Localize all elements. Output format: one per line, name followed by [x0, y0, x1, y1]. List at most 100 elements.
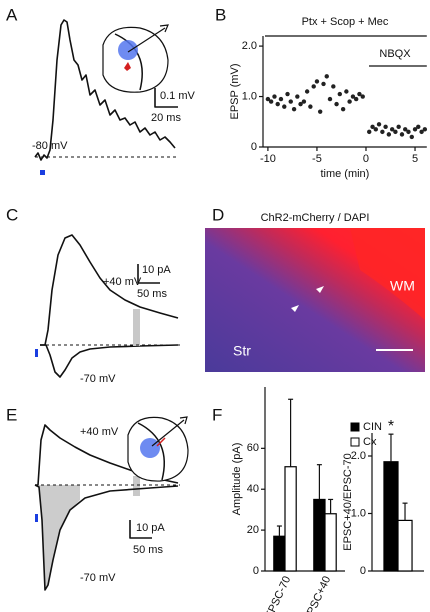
point — [272, 94, 277, 99]
legend-label: Cx — [363, 436, 377, 448]
x-tick-label: EPSC-70 — [263, 574, 293, 612]
point — [304, 89, 310, 94]
scale-bar — [137, 264, 160, 284]
image-title: ChR2-mCherry / DAPI — [261, 212, 370, 224]
panel-label: E — [6, 405, 17, 424]
y-tick-label: 40 — [247, 483, 259, 495]
point — [285, 91, 290, 97]
annotation: NBQX — [379, 48, 411, 60]
point — [308, 104, 313, 109]
point — [422, 127, 428, 132]
point — [298, 101, 303, 107]
legend-swatch — [350, 422, 360, 432]
point — [288, 99, 293, 104]
point — [416, 124, 421, 130]
scale-label: 10 pA — [136, 522, 165, 534]
point — [275, 101, 280, 107]
point — [353, 96, 359, 102]
bar — [397, 519, 413, 572]
y-tick-label: 0 — [251, 141, 257, 153]
point — [403, 127, 408, 132]
x-tick-label: EPSC+40 — [302, 574, 333, 612]
point — [327, 96, 333, 102]
y-axis-label: Amplitude (pA) — [231, 443, 243, 516]
y-tick-label: 2.0 — [242, 40, 257, 52]
point — [399, 132, 405, 137]
holding-label: -70 mV — [80, 572, 116, 584]
stimulus — [35, 349, 38, 357]
arrowhead — [316, 286, 324, 293]
x-tick-label: -5 — [312, 153, 322, 165]
trace — [40, 234, 179, 346]
point — [324, 74, 329, 79]
bar — [284, 466, 297, 572]
panel-label: D — [212, 205, 224, 224]
trace — [40, 344, 179, 378]
y-axis-label: EPSC+40/EPSC-70 — [342, 453, 354, 551]
stimulus — [40, 170, 45, 175]
y-axis-label: EPSP (mV) — [229, 63, 241, 119]
scale-bar — [129, 520, 152, 539]
x-tick-label: 5 — [412, 153, 418, 165]
point — [344, 89, 349, 94]
trace — [34, 19, 176, 161]
point — [393, 129, 398, 135]
y-tick-label: 1.0 — [351, 507, 366, 519]
scale-label: 50 ms — [137, 288, 167, 300]
y-tick-label: 60 — [247, 442, 259, 454]
x-tick-label: -10 — [260, 153, 276, 165]
point — [301, 99, 307, 104]
point — [347, 99, 352, 104]
point — [331, 84, 336, 89]
scale-bar — [154, 88, 178, 108]
point — [340, 106, 346, 112]
point — [317, 109, 323, 114]
x-tick-label: 0 — [363, 153, 369, 165]
point — [265, 96, 271, 102]
y-tick-label: 20 — [247, 524, 259, 536]
point — [373, 127, 378, 132]
point — [282, 104, 287, 109]
point — [409, 134, 414, 140]
inset — [102, 24, 169, 93]
inset — [127, 416, 189, 482]
point — [380, 129, 385, 135]
holding-label: +40 mV — [103, 276, 142, 288]
point — [268, 99, 274, 104]
point — [337, 91, 342, 97]
point — [383, 124, 388, 130]
point — [386, 132, 392, 137]
panel-label: F — [212, 405, 222, 424]
bar — [313, 498, 326, 572]
legend-label: CIN — [363, 421, 382, 433]
white-matter — [350, 228, 425, 320]
point — [357, 91, 362, 97]
point — [350, 94, 356, 99]
bar — [273, 535, 286, 572]
point — [396, 124, 401, 130]
point — [291, 106, 297, 112]
point — [278, 96, 284, 102]
point — [406, 129, 411, 135]
y-tick-label: 2.0 — [351, 450, 366, 462]
point — [295, 94, 300, 99]
panel-label: A — [6, 5, 18, 24]
y-tick-label: 1.0 — [242, 90, 257, 102]
holding-label: -80 mV — [32, 140, 68, 152]
point — [419, 129, 424, 135]
panel-label: B — [215, 5, 226, 24]
legend-swatch — [350, 437, 360, 447]
point — [311, 84, 316, 89]
bar — [324, 513, 337, 572]
trace — [34, 484, 179, 591]
point — [321, 81, 326, 87]
bar — [383, 461, 399, 572]
region-label: Str — [233, 343, 251, 359]
point — [389, 127, 395, 132]
y-tick-label: 0 — [360, 565, 366, 577]
scale-label: 0.1 mV — [160, 90, 196, 102]
point — [376, 122, 382, 127]
holding-label: +40 mV — [80, 426, 119, 438]
point — [360, 94, 365, 99]
x-axis-label: time (min) — [320, 168, 369, 180]
